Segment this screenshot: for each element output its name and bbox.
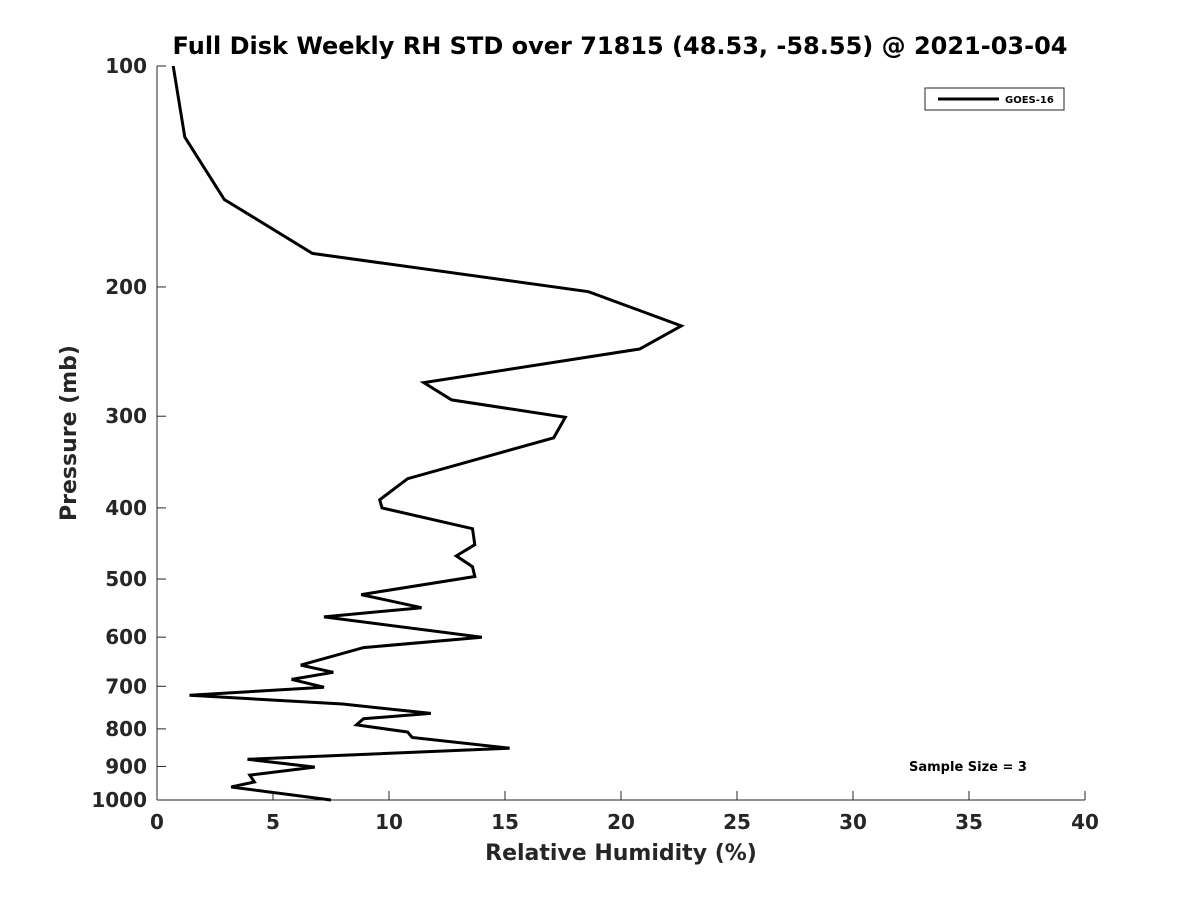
y-tick-label: 1000 — [91, 788, 147, 812]
y-tick-label: 300 — [105, 404, 147, 428]
x-tick-label: 35 — [955, 810, 983, 834]
x-tick-label: 15 — [491, 810, 519, 834]
y-axis-ticks: 100 200 300 400 500 600 700 800 900 1000 — [91, 54, 166, 812]
y-tick-label: 500 — [105, 567, 147, 591]
x-tick-label: 40 — [1071, 810, 1099, 834]
series-layer — [171, 65, 685, 802]
y-tick-label: 200 — [105, 275, 147, 299]
series-line-goes-16 — [171, 65, 685, 802]
x-tick-label: 20 — [607, 810, 635, 834]
y-tick-label: 900 — [105, 754, 147, 778]
y-tick-label: 600 — [105, 625, 147, 649]
chart-title: Full Disk Weekly RH STD over 71815 (48.5… — [173, 32, 1068, 60]
y-tick-label: 400 — [105, 496, 147, 520]
y-tick-label: 100 — [105, 54, 147, 78]
x-tick-label: 30 — [839, 810, 867, 834]
x-axis-ticks: 0 5 10 15 20 25 30 35 40 — [150, 791, 1099, 834]
y-tick-label: 800 — [105, 717, 147, 741]
x-axis-label: Relative Humidity (%) — [485, 841, 757, 866]
y-tick-label: 700 — [105, 674, 147, 698]
x-tick-label: 25 — [723, 810, 751, 834]
sample-size-annotation: Sample Size = 3 — [909, 760, 1027, 775]
legend: GOES-16 — [924, 87, 1065, 111]
x-tick-label: 5 — [266, 810, 280, 834]
x-tick-label: 10 — [375, 810, 403, 834]
x-tick-label: 0 — [150, 810, 164, 834]
y-axis-label: Pressure (mb) — [57, 345, 82, 521]
legend-label-goes-16: GOES-16 — [1005, 95, 1054, 106]
